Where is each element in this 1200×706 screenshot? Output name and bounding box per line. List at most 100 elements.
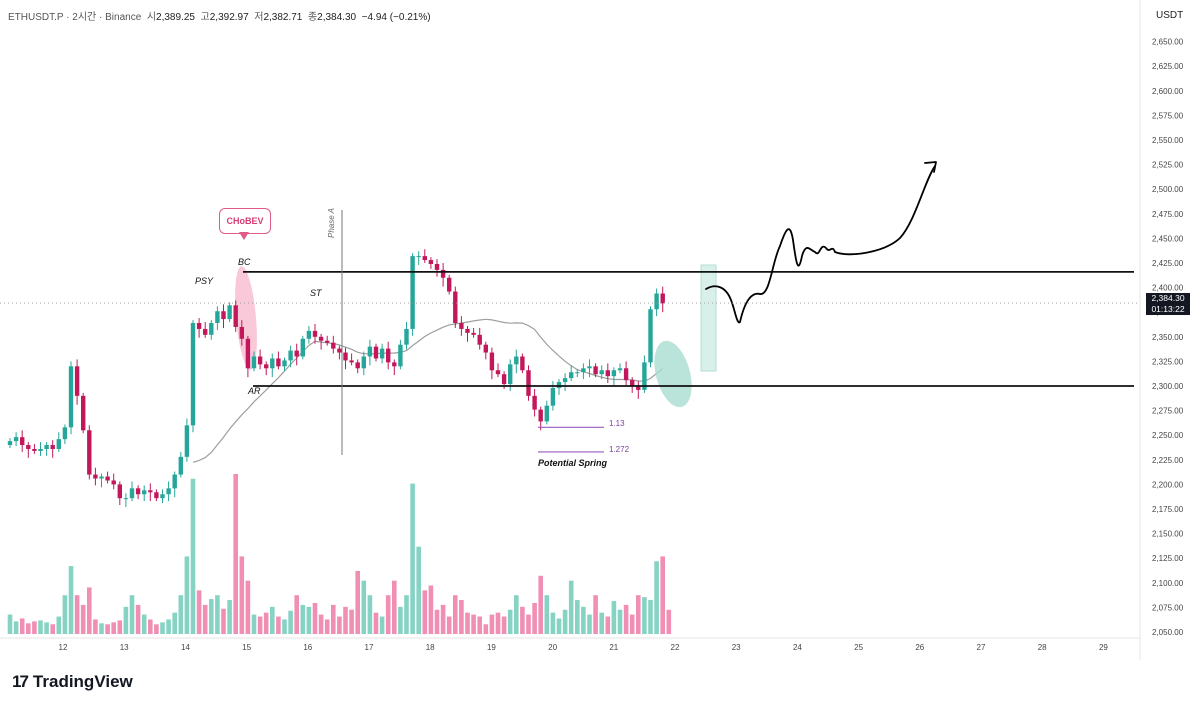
last-price-tag: 2,384.30 01:13:22 [1146, 293, 1190, 315]
volume-bar [306, 606, 312, 634]
volume-bar [324, 619, 330, 634]
price-axis[interactable]: 2,050.00 2,075.00 2,100.00 2,125.00 2,150.00… [1152, 38, 1184, 637]
volume-bar [367, 595, 373, 634]
open-value: 2,389.25 [156, 12, 195, 23]
price-tick-label: 2,575.00 [1152, 111, 1184, 120]
candle-body [160, 494, 165, 499]
candle-body [251, 356, 257, 369]
fib-113-label: 1.13 [609, 419, 625, 428]
volume-bar [80, 604, 86, 634]
volume-bar [379, 616, 385, 634]
volume-bar [74, 595, 80, 634]
time-tick-label: 19 [487, 643, 496, 652]
price-tick-label: 2,625.00 [1152, 62, 1184, 71]
candle-body [337, 348, 342, 353]
volume-bar [440, 604, 446, 634]
candle-body [32, 448, 37, 451]
candle-body [526, 370, 531, 396]
price-tick-label: 2,150.00 [1152, 530, 1184, 539]
candle-body [154, 492, 159, 499]
candle-body [318, 336, 324, 341]
volume-bar [544, 595, 550, 634]
time-axis[interactable]: 12 13 14 15 16 17 18 19 20 21 22 23 24 25 26 27 28 29 [59, 643, 1109, 652]
time-tick-label: 29 [1099, 643, 1108, 652]
price-tick-label: 2,175.00 [1152, 505, 1184, 514]
candle-body [642, 362, 647, 390]
volume-bar [459, 600, 464, 634]
candle-body [550, 387, 556, 406]
candle-body [312, 330, 318, 337]
time-tick-label: 24 [793, 643, 802, 652]
volume-bar [385, 595, 391, 634]
candle-body [514, 356, 519, 365]
symbol-header: ETHUSDT.P · 2시간 · Binance 시2,389.25 고2,3… [8, 8, 431, 23]
volume-bar [312, 602, 318, 634]
volume-bar [300, 604, 306, 634]
candle-body [257, 356, 263, 365]
breakout-box [700, 264, 717, 372]
candle-body [44, 445, 49, 449]
candle-body [447, 277, 452, 292]
candle-body [611, 370, 617, 377]
low-label: 저 [254, 12, 264, 23]
volume-bar [532, 602, 537, 634]
currency-unit: USDT [1156, 10, 1184, 21]
candle-body [556, 382, 562, 388]
tradingview-icon: 17 [12, 672, 29, 691]
candle-body [428, 260, 434, 264]
candle-body [233, 305, 238, 327]
volume-bar [172, 612, 177, 634]
tradingview-logo[interactable]: 17 TradingView [12, 672, 133, 692]
candle-body [605, 370, 610, 377]
volume-bar [453, 595, 458, 634]
volume-bar [245, 580, 251, 634]
candle-body [410, 256, 415, 329]
time-tick-label: 25 [854, 643, 863, 652]
time-tick-label: 20 [548, 643, 557, 652]
ma-line [192, 318, 664, 463]
candle-body [343, 352, 348, 361]
candle-body [562, 378, 568, 383]
volume-bar [99, 623, 104, 634]
time-tick-label: 21 [609, 643, 618, 652]
price-tick-label: 2,275.00 [1152, 407, 1184, 416]
candle-body [599, 370, 604, 375]
candle-body [245, 338, 251, 369]
candle-body [38, 448, 43, 451]
volume-bar [404, 595, 409, 634]
bc-highlight [235, 266, 257, 370]
volume-bar [32, 621, 37, 634]
phase-a-label: Phase A [327, 208, 336, 238]
volume-bar [373, 612, 379, 634]
volume-bar [581, 606, 586, 634]
time-tick-label: 18 [426, 643, 435, 652]
candle-body [623, 368, 629, 381]
volume-bar [654, 561, 659, 634]
candle-body [227, 305, 232, 320]
candle-body [129, 488, 135, 499]
volume-bar [422, 590, 428, 634]
volume-bar [514, 595, 519, 634]
volume-bar [62, 595, 68, 634]
candle-body [367, 346, 373, 357]
candle-body [355, 362, 360, 369]
volume-bar [50, 624, 55, 634]
candle-body [178, 456, 183, 475]
volume-bar [7, 614, 13, 634]
price-tick-label: 2,075.00 [1152, 603, 1184, 612]
candle-body [520, 356, 525, 371]
symbol-name[interactable]: ETHUSDT.P · 2시간 · Binance [8, 12, 142, 23]
volume-bar [331, 604, 336, 634]
candle-body [489, 352, 495, 371]
candle-body [361, 356, 366, 369]
volume-bar [117, 620, 123, 634]
volume-bar [44, 622, 49, 634]
volume-bar [184, 556, 190, 634]
psy-label: PSY [195, 276, 214, 286]
time-tick-label: 28 [1038, 643, 1047, 652]
price-tick-label: 2,100.00 [1152, 579, 1184, 588]
candle-body [636, 386, 641, 390]
candle-body [276, 358, 281, 367]
candle-body [87, 430, 92, 475]
